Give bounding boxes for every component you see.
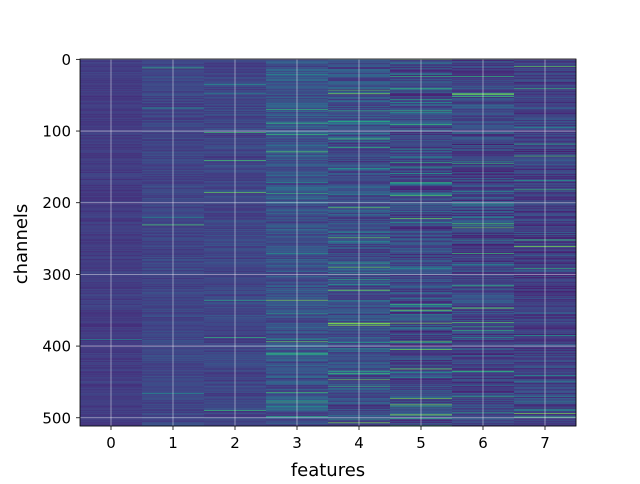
- y-tick-label: 0: [61, 51, 71, 69]
- x-tick-label: 1: [168, 434, 178, 452]
- y-tick-label: 500: [42, 409, 71, 427]
- y-axis-ticks: 0 100 200 300 400 500: [42, 51, 80, 427]
- plot-frame: [79, 58, 577, 427]
- x-tick-label: 4: [354, 434, 364, 452]
- x-tick-label: 2: [230, 434, 240, 452]
- x-axis-label: features: [291, 460, 365, 480]
- x-axis-ticks: 0 1 2 3 4 5 6 7: [106, 426, 550, 452]
- heatmap-cells: [80, 59, 577, 427]
- x-tick-label: 7: [540, 434, 550, 452]
- x-tick-label: 6: [478, 434, 488, 452]
- y-tick-label: 400: [42, 338, 71, 356]
- y-axis-label: channels: [11, 204, 32, 285]
- x-tick-label: 5: [416, 434, 426, 452]
- x-tick-label: 3: [292, 434, 302, 452]
- x-tick-label: 0: [106, 434, 116, 452]
- y-tick-label: 300: [42, 266, 71, 284]
- grid-lines: [80, 58, 576, 426]
- y-tick-label: 100: [42, 123, 71, 141]
- y-tick-label: 200: [42, 194, 71, 212]
